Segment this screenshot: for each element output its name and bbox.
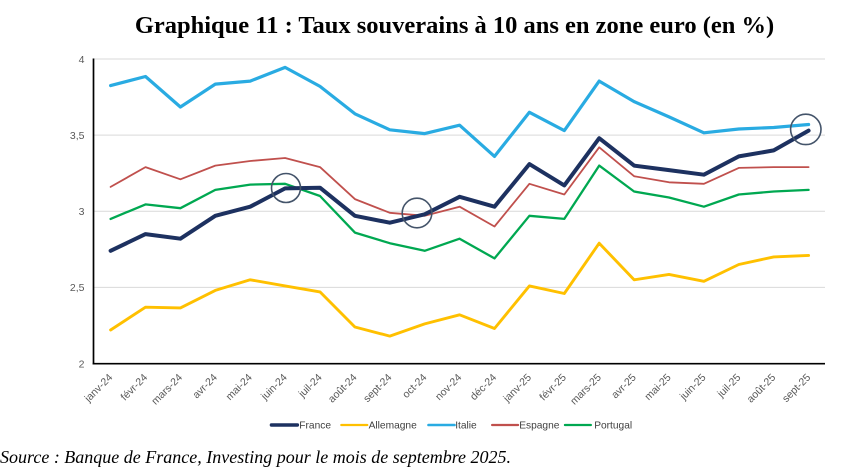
svg-text:4: 4 <box>79 54 85 66</box>
svg-text:janv-25: janv-25 <box>500 372 534 406</box>
svg-text:sept-24: sept-24 <box>361 372 394 405</box>
svg-text:Espagne: Espagne <box>519 420 560 431</box>
svg-text:France: France <box>299 420 331 431</box>
svg-text:3,5: 3,5 <box>70 130 85 142</box>
svg-text:Allemagne: Allemagne <box>369 420 417 431</box>
svg-text:nov-24: nov-24 <box>433 372 464 403</box>
svg-text:avr-24: avr-24 <box>190 372 220 402</box>
svg-text:sept-25: sept-25 <box>780 372 813 405</box>
svg-text:mai-24: mai-24 <box>224 372 255 403</box>
svg-text:avr-25: avr-25 <box>609 372 639 402</box>
svg-text:mai-25: mai-25 <box>642 372 673 403</box>
svg-text:2,5: 2,5 <box>70 282 85 294</box>
svg-text:févr-24: févr-24 <box>119 372 151 404</box>
svg-text:Italie: Italie <box>455 420 477 431</box>
svg-text:janv-24: janv-24 <box>82 372 116 406</box>
svg-text:3: 3 <box>79 206 85 218</box>
svg-text:juin-24: juin-24 <box>258 372 290 404</box>
svg-text:juil-25: juil-25 <box>714 372 743 401</box>
svg-text:mars-25: mars-25 <box>568 372 604 408</box>
svg-text:févr-25: févr-25 <box>537 372 569 404</box>
svg-text:juil-24: juil-24 <box>296 372 325 401</box>
svg-text:déc-24: déc-24 <box>468 372 499 403</box>
svg-text:oct-24: oct-24 <box>400 372 429 401</box>
svg-text:2: 2 <box>79 358 85 370</box>
svg-text:juin-25: juin-25 <box>677 372 709 404</box>
svg-text:Portugal: Portugal <box>594 420 632 431</box>
svg-text:août-24: août-24 <box>326 372 360 406</box>
svg-text:août-25: août-25 <box>745 372 779 406</box>
svg-text:mars-24: mars-24 <box>149 372 185 408</box>
